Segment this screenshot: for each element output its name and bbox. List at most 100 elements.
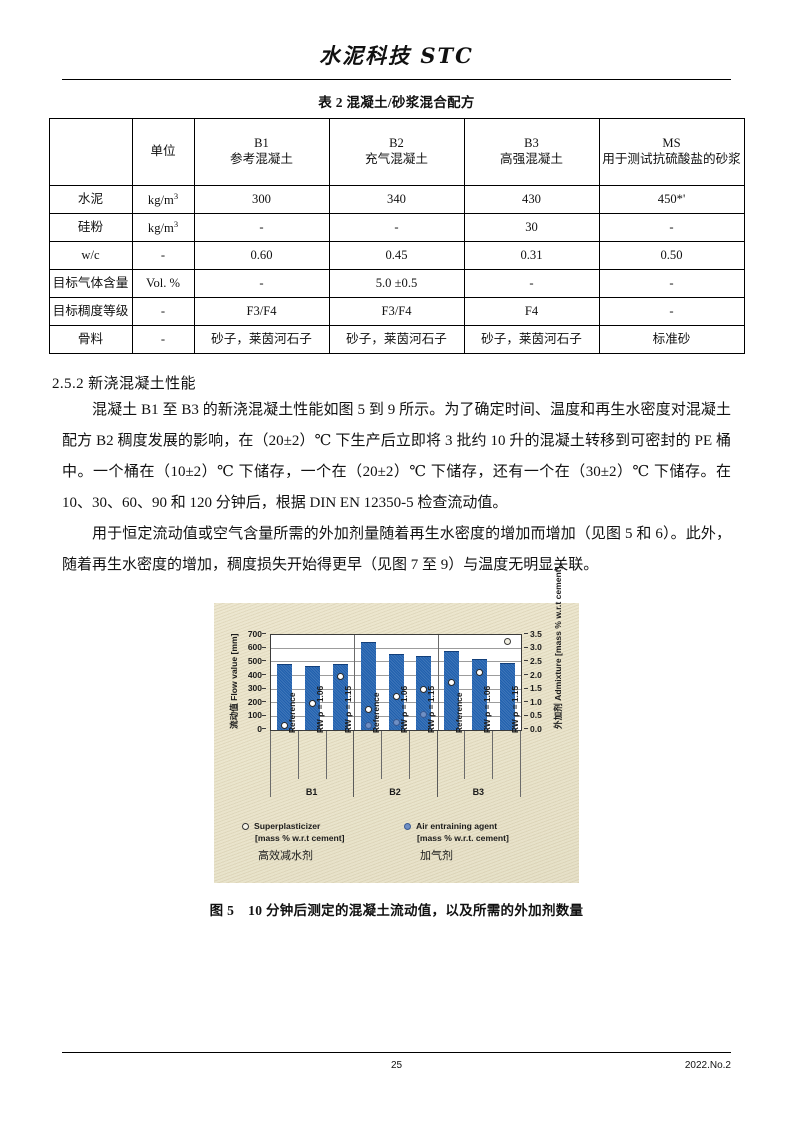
y-tick-mark [262, 687, 266, 689]
row-unit: kg/m3 [131, 213, 195, 242]
y2-tick-label: 1.0 [530, 696, 542, 707]
y-axis-right-ticks: 0.0 0.5 1.0 1.5 2.0 2.5 3.0 3.5 [524, 630, 548, 733]
row-label: 骨料 [48, 325, 133, 354]
y2-tick-mark [524, 701, 528, 703]
x-tick-label: RW ρ = 1.06 [398, 686, 409, 734]
plot-area [270, 634, 522, 732]
y2-tick-mark [524, 660, 528, 662]
x-tick-label: RW ρ = 1.06 [315, 686, 326, 734]
y-tick-label: 100 [247, 710, 262, 721]
x-axis-divider [408, 731, 410, 780]
legend-unit-air-entraining-agent: [mass % w.r.t. cement] [417, 833, 509, 844]
legend-item-air-entraining-agent: Air entraining agent [mass % w.r.t. ceme… [404, 821, 509, 863]
page-header: 水泥科技 STC [0, 0, 793, 80]
row-unit: - [131, 241, 195, 270]
superplasticizer-point [336, 672, 344, 680]
superplasticizer-point [281, 721, 289, 729]
superplasticizer-point [364, 706, 372, 714]
page-number: 25 [390, 1060, 403, 1071]
unit-exponent: 3 [173, 218, 179, 229]
figure-5: 0 100 200 300 400 500 600 700 0.0 0.5 1.0 1.5 2.0 2.… [0, 567, 793, 884]
table-row: 硅粉 kg/m3 - - 30 - [48, 213, 745, 242]
cell-b1: 0.60 [193, 241, 330, 270]
x-axis-divider [381, 731, 383, 780]
row-label: 目标稠度等级 [48, 297, 133, 326]
header-b3-code: B3 [524, 136, 539, 151]
row-unit: Vol. % [131, 269, 195, 298]
group-separator [354, 635, 356, 731]
figure-caption: 图 5 10 分钟后测定的混凝土流动值，以及所需的外加剂数量 [0, 899, 793, 919]
legend-cn-air-entraining-agent: 加气剂 [420, 849, 453, 863]
y2-tick-label: 3.0 [530, 642, 542, 653]
cell-b2: 0.45 [328, 241, 465, 270]
air-entraining-agent-point [364, 722, 372, 730]
cell-b3: F4 [463, 297, 600, 326]
x-axis-divider [297, 731, 299, 780]
legend-label-air-entraining-agent: Air entraining agent [416, 821, 498, 832]
cell-b3: 30 [463, 213, 600, 242]
table-row: 水泥 kg/m3 300 340 430 450*' [48, 185, 745, 214]
cell-ms: 0.50 [598, 241, 745, 270]
cell-b3: - [463, 269, 600, 298]
y2-tick-mark [524, 646, 528, 648]
x-axis-divider [464, 731, 466, 780]
journal-title: 水泥科技 STC [319, 43, 474, 68]
x-tick-label: RW ρ = 1.15 [342, 686, 353, 734]
superplasticizer-point [503, 637, 511, 645]
y-tick-mark [262, 728, 266, 730]
x-tick-label: Reference [454, 692, 465, 734]
superplasticizer-point [309, 699, 317, 707]
y-tick-label: 300 [247, 683, 262, 694]
x-tick-label: RW ρ = 1.06 [481, 686, 492, 734]
y-tick-label: 700 [247, 628, 262, 639]
x-tick-label: RW ρ = 1.15 [426, 686, 437, 734]
y-tick-mark [262, 646, 266, 648]
header-ms-desc: 用于测试抗硫酸盐的砂浆 [602, 152, 741, 166]
bar [277, 664, 293, 731]
header-b2-desc: 充气混凝土 [365, 152, 428, 166]
row-unit: kg/m3 [131, 185, 195, 214]
x-tick-label: RW ρ = 1.15 [509, 686, 520, 734]
bar [360, 642, 376, 731]
header-cell-blank [48, 118, 133, 186]
x-tick-label: Reference [370, 692, 381, 734]
cell-b3: 0.31 [463, 241, 600, 270]
header-b2-code: B2 [389, 136, 404, 151]
x-group-label: B3 [472, 787, 485, 798]
header-unit-label: 单位 [150, 144, 176, 159]
unit-exponent: 3 [173, 190, 179, 201]
row-label: w/c [48, 241, 133, 270]
y-tick-label: 400 [247, 669, 262, 680]
y-tick-label: 500 [247, 655, 262, 666]
y2-tick-label: 0.5 [530, 710, 542, 721]
issue-label: 2022.No.2 [684, 1060, 731, 1071]
y2-tick-label: 2.0 [530, 669, 542, 680]
superplasticizer-point [448, 679, 456, 687]
figure-caption-text: 10 分钟后测定的混凝土流动值，以及所需的外加剂数量 [248, 903, 584, 919]
row-label: 水泥 [48, 185, 133, 214]
table-row: 骨料 - 砂子，莱茵河石子 砂子，莱茵河石子 砂子，莱茵河石子 标准砂 [48, 325, 745, 354]
section-heading: 2.5.2 新浇混凝土性能 [52, 376, 196, 392]
y2-tick-label: 2.5 [530, 655, 542, 666]
cell-ms: 450*' [598, 185, 745, 214]
cell-b1: F3/F4 [193, 297, 330, 326]
chart-canvas: 0 100 200 300 400 500 600 700 0.0 0.5 1.0 1.5 2.0 2.… [214, 567, 579, 883]
air-entraining-agent-point [392, 718, 400, 726]
row-unit: - [131, 297, 195, 326]
cell-b3: 430 [463, 185, 600, 214]
mix-formula-table: 单位 B1 参考混凝土 B2 充气混凝土 B3 高强混凝土 MS 用于测试抗硫酸… [48, 118, 745, 354]
y-tick-label: 600 [247, 642, 262, 653]
y2-tick-mark [524, 687, 528, 689]
cell-b1: - [193, 213, 330, 242]
header-cell-ms: MS 用于测试抗硫酸盐的砂浆 [598, 118, 745, 186]
y-tick-label: 0 [257, 723, 262, 734]
header-ms-code: MS [662, 136, 681, 151]
header-cell-b3: B3 高强混凝土 [463, 118, 600, 186]
cell-b1: 砂子，莱茵河石子 [193, 325, 330, 354]
y-tick-mark [262, 674, 266, 675]
x-group-label: B2 [389, 787, 401, 798]
superplasticizer-point [392, 693, 400, 701]
x-axis-outer-tick [520, 731, 521, 798]
cell-ms: 标准砂 [598, 325, 745, 354]
